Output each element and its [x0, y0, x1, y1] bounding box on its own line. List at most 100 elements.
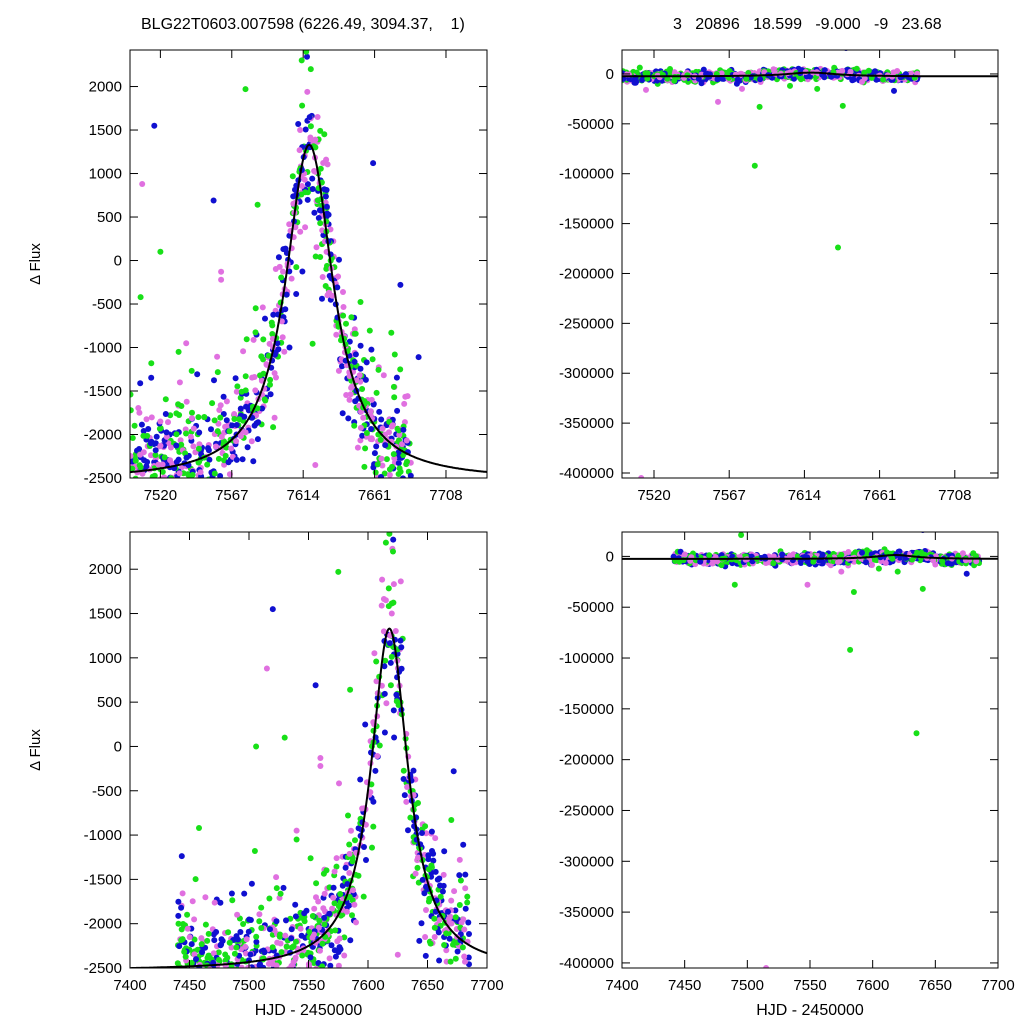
data-point	[425, 866, 432, 873]
data-point	[341, 952, 348, 959]
data-point	[238, 388, 245, 395]
data-point	[863, 547, 870, 554]
data-point	[459, 944, 466, 951]
data-point	[175, 348, 182, 355]
data-point	[293, 836, 300, 843]
data-point	[395, 702, 402, 708]
data-point	[390, 599, 397, 606]
data-point	[250, 336, 257, 343]
data-point	[143, 479, 149, 485]
data-point	[176, 470, 183, 477]
data-point	[839, 67, 846, 74]
data-point	[312, 462, 319, 468]
data-point	[139, 479, 145, 485]
data-point	[312, 682, 319, 689]
data-point	[281, 348, 288, 355]
data-point	[304, 196, 311, 203]
data-point	[425, 856, 432, 863]
panel-bottom-right: -400000 -350000 -300000 -250000 -200000 -1500…	[559, 531, 1015, 1019]
data-point	[137, 294, 144, 301]
data-point	[237, 405, 244, 412]
data-point	[319, 274, 326, 280]
data-point	[293, 938, 299, 945]
data-point	[233, 438, 240, 445]
data-point	[324, 292, 331, 299]
y-tick-label: 1500	[89, 122, 122, 139]
data-point	[216, 480, 222, 486]
y-tick-label: 0	[114, 253, 122, 270]
data-point	[359, 432, 366, 439]
data-point	[865, 67, 872, 74]
data-point	[462, 905, 469, 912]
data-point	[312, 136, 319, 143]
data-point	[821, 67, 828, 74]
data-point	[276, 263, 283, 270]
data-point	[381, 729, 388, 736]
data-point	[932, 561, 939, 568]
data-point	[241, 413, 248, 420]
data-point	[167, 444, 174, 451]
data-point	[706, 552, 713, 559]
data-point	[363, 359, 370, 366]
data-point	[450, 768, 457, 775]
data-point	[271, 927, 278, 934]
data-point	[371, 650, 378, 657]
x-tick-label: 7700	[981, 977, 1014, 994]
data-point	[348, 314, 355, 321]
data-point	[354, 444, 361, 451]
y-tick-label: -250000	[559, 802, 614, 819]
data-point	[177, 437, 184, 444]
data-point	[377, 436, 384, 443]
data-point	[218, 936, 225, 943]
data-point	[228, 890, 235, 897]
data-point	[398, 665, 405, 672]
data-point	[267, 376, 274, 383]
data-point	[263, 968, 269, 974]
data-point	[346, 841, 353, 848]
data-point	[423, 883, 429, 890]
data-point	[299, 102, 306, 109]
data-point	[464, 899, 471, 906]
data-point	[882, 560, 889, 566]
data-point	[283, 291, 290, 298]
data-point	[804, 581, 811, 588]
data-point	[362, 445, 369, 452]
x-tick-label: 7400	[605, 977, 638, 994]
data-point	[385, 585, 392, 592]
data-point	[253, 420, 260, 427]
data-point	[252, 305, 259, 312]
data-point	[921, 551, 928, 558]
data-point	[147, 440, 154, 447]
data-point	[220, 393, 227, 400]
data-point	[256, 918, 263, 925]
data-point	[351, 358, 358, 365]
data-point	[397, 578, 404, 585]
data-point	[191, 936, 198, 943]
data-point	[335, 273, 342, 280]
data-point	[770, 560, 777, 567]
data-point	[437, 893, 444, 900]
data-point	[359, 386, 366, 392]
data-point	[853, 65, 860, 72]
y-tick-label: -2500	[84, 470, 122, 487]
data-point	[192, 876, 199, 883]
data-point	[270, 311, 277, 318]
data-point	[304, 53, 310, 60]
data-point	[875, 565, 882, 572]
data-point	[461, 926, 468, 933]
data-point	[400, 767, 407, 774]
data-point	[850, 589, 857, 595]
data-point	[299, 952, 306, 959]
data-point	[244, 444, 251, 451]
y-tick-label: 1000	[89, 166, 122, 183]
data-point	[291, 967, 295, 968]
data-point	[339, 410, 346, 417]
data-point	[269, 970, 275, 976]
data-point	[307, 66, 314, 73]
data-point	[323, 156, 330, 163]
data-point	[179, 890, 186, 897]
data-point	[280, 246, 287, 253]
data-point	[193, 956, 199, 963]
data-point	[313, 965, 319, 968]
data-point	[405, 827, 411, 834]
